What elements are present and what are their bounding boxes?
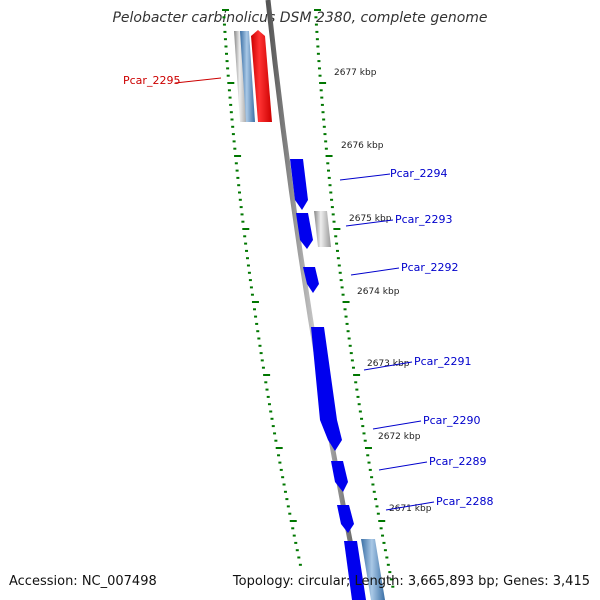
kbp-label: 2677 kbp bbox=[334, 68, 377, 78]
leader-line bbox=[339, 173, 391, 181]
gene-pcar-2289-glyph[interactable] bbox=[337, 505, 354, 533]
leader-line bbox=[363, 361, 413, 371]
gene-label-pcar-2292[interactable]: Pcar_2292 bbox=[401, 261, 458, 274]
leader-line bbox=[350, 267, 400, 276]
gene-label-pcar-2290[interactable]: Pcar_2290 bbox=[423, 414, 480, 427]
leader-line bbox=[174, 77, 222, 84]
gene-label-pcar-2293[interactable]: Pcar_2293 bbox=[395, 213, 452, 226]
gene-leader-lines bbox=[174, 77, 435, 511]
map-title: Pelobacter carbinolicus DSM 2380, comple… bbox=[112, 10, 488, 26]
gene-pcar-2290-glyph[interactable] bbox=[331, 461, 348, 492]
accession-text: Accession: NC_007498 bbox=[9, 574, 157, 589]
kbp-labels: 2677 kbp 2676 kbp 2675 kbp 2674 kbp 2673… bbox=[334, 68, 432, 514]
gene-pcar-2292-glyph[interactable] bbox=[303, 267, 319, 293]
gene-label-pcar-2288[interactable]: Pcar_2288 bbox=[436, 495, 493, 508]
leader-line bbox=[372, 420, 422, 430]
gene-gray-mid[interactable] bbox=[314, 211, 331, 247]
kbp-label: 2675 kbp bbox=[349, 214, 392, 224]
tick-arcs bbox=[222, 9, 395, 588]
genome-summary-text: Topology: circular; Length: 3,665,893 bp… bbox=[232, 574, 590, 589]
gene-steel-top[interactable] bbox=[240, 31, 255, 122]
kbp-label: 2673 kbp bbox=[367, 359, 410, 369]
gene-label-pcar-2294[interactable]: Pcar_2294 bbox=[390, 167, 447, 180]
gene-label-pcar-2289[interactable]: Pcar_2289 bbox=[429, 455, 486, 468]
kbp-label: 2674 kbp bbox=[357, 287, 400, 297]
gene-glyphs bbox=[234, 30, 385, 600]
gene-pcar-2288-glyph[interactable] bbox=[344, 541, 366, 600]
kbp-label: 2672 kbp bbox=[378, 432, 421, 442]
gene-labels: Pcar_2295 Pcar_2294 Pcar_2293 Pcar_2292 … bbox=[123, 74, 493, 508]
gene-pcar-2293-glyph[interactable] bbox=[296, 213, 313, 249]
leader-line bbox=[378, 461, 428, 471]
gene-label-pcar-2291[interactable]: Pcar_2291 bbox=[414, 355, 471, 368]
gene-pcar-2295-glyph[interactable] bbox=[251, 30, 272, 122]
gene-pcar-2291-glyph[interactable] bbox=[311, 327, 342, 451]
gene-pcar-2294-glyph[interactable] bbox=[290, 159, 308, 210]
kbp-label: 2676 kbp bbox=[341, 141, 384, 151]
gene-label-pcar-2295[interactable]: Pcar_2295 bbox=[123, 74, 180, 87]
kbp-label: 2671 kbp bbox=[389, 504, 432, 514]
gene-steel-bottom[interactable] bbox=[361, 539, 385, 600]
leader-line bbox=[345, 219, 394, 227]
leader-line bbox=[385, 501, 435, 511]
